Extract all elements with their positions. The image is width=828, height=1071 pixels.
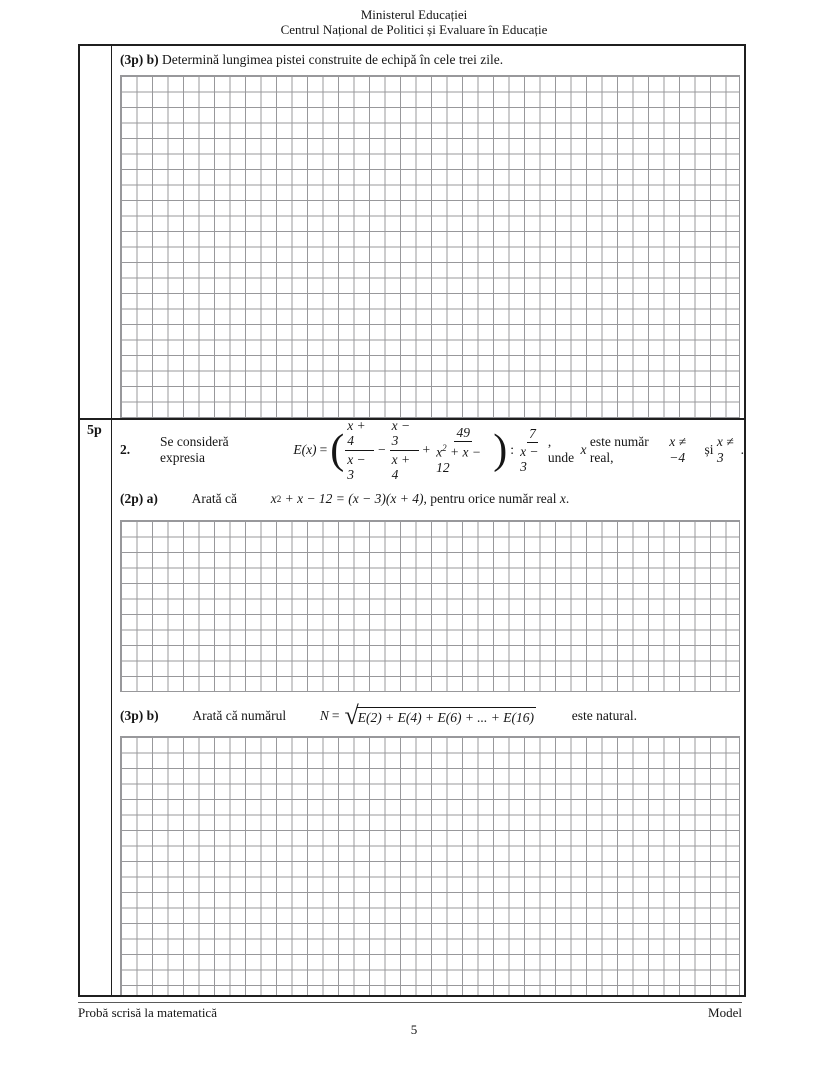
- fraction-2-denominator: x + 4: [391, 451, 414, 482]
- problem2b-statement: (3p) b) Arată că numărul N = √ E(2) + E(4…: [120, 703, 744, 729]
- radical-icon: √: [344, 701, 359, 730]
- identity-exponent: 2: [276, 494, 282, 504]
- fraction-3-den-exponent: 2: [442, 443, 447, 454]
- problem2a-label: (2p) a): [120, 491, 158, 506]
- fraction-4-denominator: x − 3: [520, 443, 542, 475]
- header-ministry: Ministerul Educației: [360, 7, 468, 22]
- fraction-3: 49 x2 + x − 12: [434, 425, 492, 475]
- header-center: Centrul Național de Politici și Evaluare…: [280, 22, 548, 37]
- open-paren: (: [330, 427, 345, 473]
- problem1b-statement: (3p) b) Determină lungimea pistei constr…: [120, 51, 744, 69]
- exam-table: (3p) b) Determină lungimea pistei constr…: [78, 44, 746, 997]
- answer-grid-2: [120, 520, 740, 692]
- problem2a-lead: Arată că: [191, 491, 237, 506]
- fraction-3-denominator: x2 + x − 12: [434, 442, 492, 475]
- fraction-2-numerator: x − 3: [389, 420, 419, 451]
- problem2a-tail: , pentru orice număr real: [423, 491, 557, 506]
- sentence-period: .: [740, 442, 744, 457]
- expression-name: E(x): [293, 442, 317, 457]
- equals-sign: =: [319, 442, 328, 457]
- variable-x-a: x: [559, 491, 566, 506]
- conjunction: și: [704, 442, 714, 457]
- square-root: √ E(2) + E(4) + E(6) + ... + E(16): [344, 701, 537, 730]
- problem2b-lead: Arată că numărul: [192, 708, 287, 723]
- fraction-3-den-rest: + x − 12: [436, 444, 485, 475]
- table-row-problem1b: (3p) b) Determină lungimea pistei constr…: [80, 46, 744, 420]
- answer-grid-1: [120, 75, 740, 418]
- close-paren: ): [493, 427, 508, 473]
- page-footer: Probă scrisă la matematică Model: [78, 1005, 742, 1021]
- problem2b-label: (3p) b): [120, 708, 159, 723]
- problem2-tail2: este număr real,: [589, 434, 653, 465]
- page-header: Ministerul Educației Centrul Național de…: [0, 7, 828, 37]
- problem2-tail1: , unde: [547, 434, 575, 465]
- condition-2: x ≠ 3: [716, 434, 737, 465]
- problem2-number: 2.: [120, 442, 131, 457]
- page-number: 5: [410, 1022, 418, 1037]
- fraction-1-numerator: x + 4: [345, 420, 375, 451]
- content-cell-row1: (3p) b) Determină lungimea pistei constr…: [112, 46, 744, 418]
- fraction-3-den-base: x: [436, 444, 443, 460]
- variable-n: N: [319, 708, 329, 723]
- problem2a-period: .: [565, 491, 570, 506]
- radicand: E(2) + E(4) + E(6) + ... + E(16): [356, 706, 537, 726]
- points-cell-row1: [80, 46, 112, 418]
- fraction-4-numerator: 7: [527, 426, 538, 443]
- identity-base: x: [270, 491, 277, 506]
- footer-divider: [78, 1002, 742, 1003]
- division-colon: :: [510, 442, 515, 457]
- variable-x: x: [580, 442, 587, 457]
- answer-grid-3: [120, 736, 740, 995]
- minus-sign: −: [378, 442, 386, 457]
- footer-exam-name: Probă scrisă la matematică: [78, 1005, 217, 1020]
- points-cell-row2: 5p: [80, 420, 112, 995]
- problem1b-text: Determină lungimea pistei construite de …: [162, 52, 504, 67]
- points-badge: 5p: [87, 423, 102, 438]
- problem2-intro-text: Se consideră expresia: [159, 434, 232, 465]
- condition-1: x ≠ −4: [669, 434, 690, 465]
- problem1b-label: (3p) b): [120, 52, 159, 67]
- fraction-1-denominator: x − 3: [347, 451, 370, 482]
- identity-rest: + x − 12 = (x − 3)(x + 4): [284, 491, 424, 506]
- fraction-3-numerator: 49: [454, 425, 472, 443]
- footer-variant: Model: [708, 1005, 742, 1020]
- problem2b-tail: este natural.: [571, 708, 638, 723]
- table-row-problem2: 5p 2. Se consideră expresia E(x) =(x + 4…: [80, 420, 744, 995]
- equals-sign-b: =: [331, 708, 340, 723]
- plus-sign: +: [422, 442, 431, 457]
